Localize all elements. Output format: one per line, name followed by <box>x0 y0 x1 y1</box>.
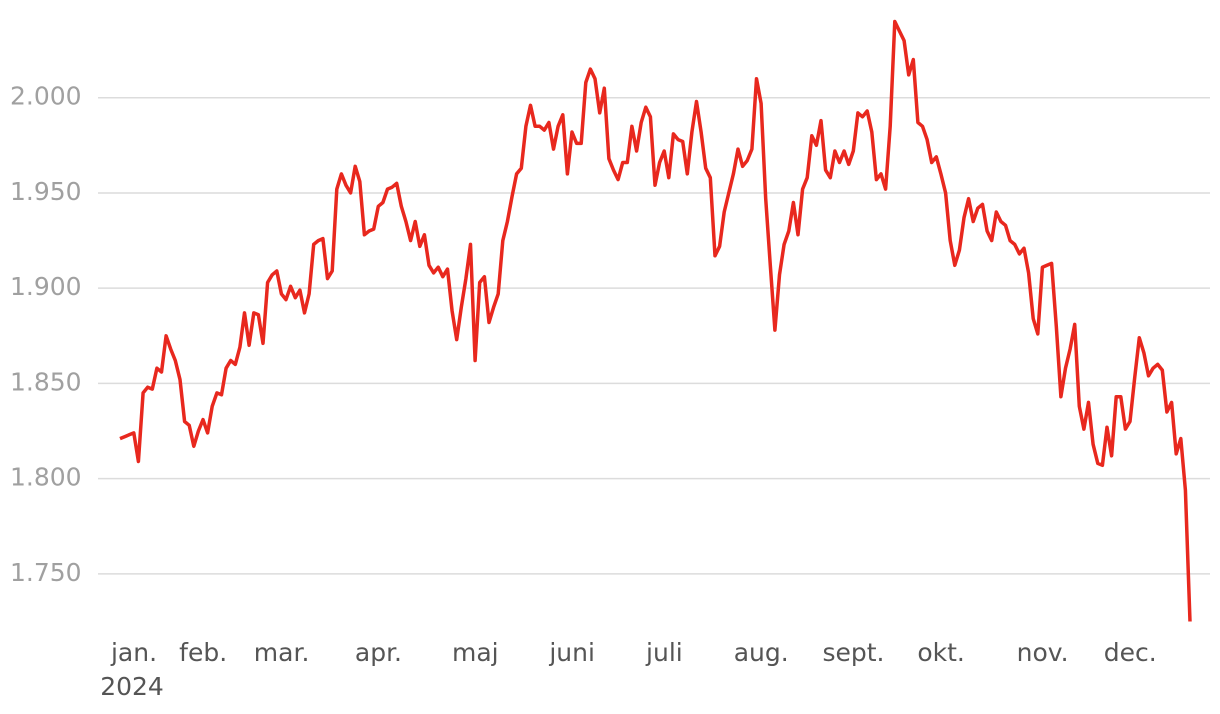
x-tick-label: okt. <box>917 638 965 667</box>
x-tick-label: apr. <box>355 638 402 667</box>
year-label: 2024 <box>100 672 164 701</box>
x-tick-label: sept. <box>822 638 884 667</box>
x-tick-label: dec. <box>1104 638 1157 667</box>
x-tick-label: jan. <box>110 638 157 667</box>
y-tick-label: 1.950 <box>10 177 82 206</box>
price-line <box>119 19 1192 622</box>
y-tick-label: 1.750 <box>10 558 82 587</box>
x-tick-label: maj <box>452 638 499 667</box>
y-tick-label: 2.000 <box>10 82 82 111</box>
x-tick-label: aug. <box>734 638 789 667</box>
y-tick-label: 1.850 <box>10 367 82 396</box>
y-tick-label: 1.800 <box>10 463 82 492</box>
y-tick-label: 1.900 <box>10 272 82 301</box>
x-tick-label: mar. <box>254 638 310 667</box>
x-tick-label: juni <box>548 638 595 667</box>
x-tick-label: feb. <box>179 638 227 667</box>
x-tick-label: nov. <box>1017 638 1069 667</box>
x-tick-label: juli <box>645 638 683 667</box>
